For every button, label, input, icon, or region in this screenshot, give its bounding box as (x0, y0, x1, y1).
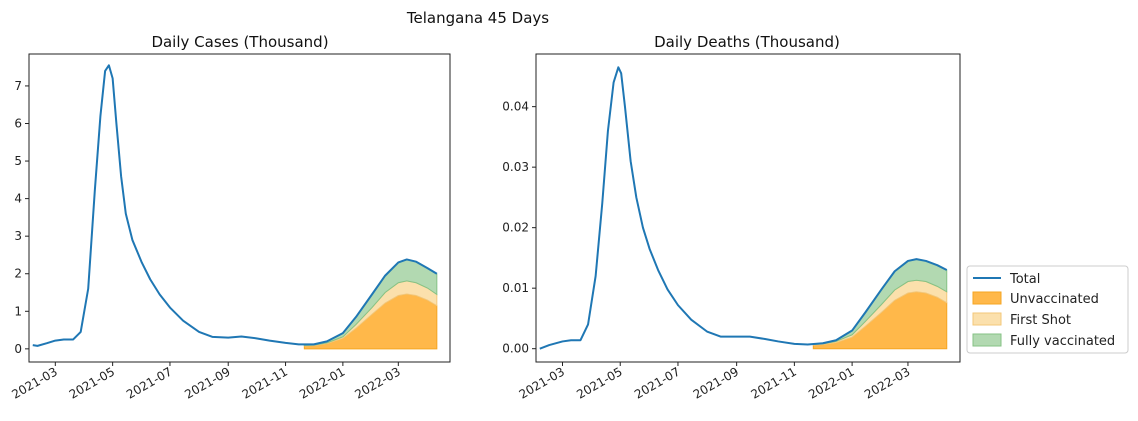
cases-xtick-label: 2021-05 (67, 364, 117, 401)
cases-ytick-label: 3 (14, 229, 22, 243)
cases-ytick-label: 5 (14, 154, 22, 168)
deaths-ytick-label: 0.02 (502, 221, 529, 235)
cases-ytick-label: 4 (14, 192, 22, 206)
cases-ytick-label: 2 (14, 267, 22, 281)
deaths-xtick-label: 2022-03 (862, 364, 912, 401)
legend-box (966, 265, 1129, 354)
deaths-total-line (539, 66, 948, 350)
cases-total-line (32, 64, 438, 347)
legend-unvaccinated-swatch (972, 291, 1002, 305)
legend-first-shot-swatch (972, 312, 1002, 326)
figure-title: Telangana 45 Days (406, 9, 549, 27)
cases-xtick-label: 2022-03 (352, 364, 402, 401)
cases-ytick-label: 6 (14, 116, 22, 130)
cases-xtick-label: 2021-11 (240, 364, 290, 401)
deaths-xtick-label: 2021-05 (574, 364, 624, 401)
cases-xtick-label: 2021-07 (124, 364, 174, 401)
legend-total-label: Total (1009, 272, 1040, 287)
legend-fully-vaccinated-label: Fully vaccinated (1010, 334, 1115, 349)
cases-xtick-label: 2021-03 (9, 364, 59, 401)
legend-fully-vaccinated-swatch (972, 333, 1002, 347)
deaths-ytick-label: 0.00 (502, 342, 529, 356)
deaths-ytick-label: 0.04 (502, 100, 529, 114)
legend-first-shot-label: First Shot (1010, 313, 1071, 328)
deaths-xtick-label: 2021-03 (517, 364, 567, 401)
legend-unvaccinated-label: Unvaccinated (1010, 292, 1099, 307)
cases-ytick-label: 7 (14, 79, 22, 93)
deaths-ytick-label: 0.03 (502, 160, 529, 174)
cases-ytick-label: 0 (14, 342, 22, 356)
cases-axes-frame (28, 53, 451, 363)
deaths-panel: Daily Deaths (Thousand) 0.00 0.01 0.02 0.03… (502, 33, 961, 402)
cases-ytick-label: 1 (14, 304, 22, 318)
deaths-axes-frame (535, 53, 961, 363)
legend: Total Unvaccinated First Shot Fully vacc… (966, 265, 1129, 354)
deaths-xtick-label: 2021-11 (748, 364, 798, 401)
deaths-chart-title: Daily Deaths (Thousand) (654, 33, 840, 51)
cases-xtick-label: 2022-01 (297, 364, 347, 401)
deaths-xtick-label: 2021-07 (632, 364, 682, 401)
deaths-xtick-label: 2022-01 (806, 364, 856, 401)
cases-xtick-label: 2021-09 (182, 364, 232, 401)
deaths-ytick-label: 0.01 (502, 281, 529, 295)
deaths-xtick-label: 2021-09 (691, 364, 741, 401)
cases-chart-title: Daily Cases (Thousand) (151, 33, 328, 51)
